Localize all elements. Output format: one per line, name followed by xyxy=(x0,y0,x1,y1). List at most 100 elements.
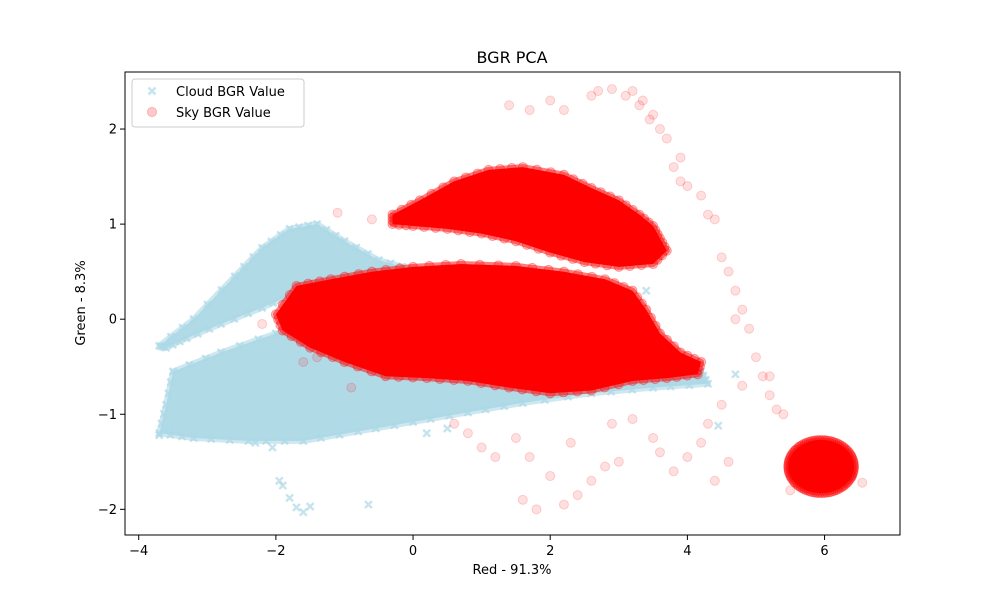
cloud-point xyxy=(250,438,260,448)
sky-edge-point xyxy=(650,225,661,236)
cloud-edge-point xyxy=(205,324,214,334)
sky-edge-point xyxy=(650,374,661,385)
sky-edge-point xyxy=(316,347,327,358)
sky-series xyxy=(257,84,868,515)
sky-edge-point xyxy=(689,353,700,364)
sky-edge-point xyxy=(794,481,805,492)
cloud-edge-point xyxy=(408,417,418,427)
sky-edge-point xyxy=(799,438,810,449)
sky-point xyxy=(298,356,309,367)
sky-edge-point xyxy=(839,479,850,490)
sky-edge-point xyxy=(483,164,494,175)
cloud-edge-point xyxy=(178,323,187,333)
sky-edge-point xyxy=(783,459,794,470)
sky-edge-point xyxy=(832,484,843,495)
sky-edge-point xyxy=(325,274,336,285)
cloud-edge-point xyxy=(249,252,258,262)
sky-point xyxy=(531,504,542,515)
sky-edge-point xyxy=(783,461,794,472)
sky-cluster-main-blob xyxy=(272,261,705,397)
sky-edge-point xyxy=(275,320,286,331)
sky-edge-point xyxy=(803,437,814,448)
sky-edge-point xyxy=(462,375,473,386)
sky-edge-point xyxy=(558,266,569,277)
cloud-edge-point xyxy=(518,398,528,408)
sky-point xyxy=(449,418,460,429)
sky-edge-point xyxy=(810,487,821,498)
sky-point xyxy=(709,214,720,225)
sky-edge-point xyxy=(339,356,350,367)
cloud-edge-point xyxy=(243,308,253,318)
sky-point xyxy=(730,314,741,325)
sky-point xyxy=(627,86,638,97)
sky-edge-point xyxy=(353,269,364,280)
sky-point xyxy=(312,352,323,363)
sky-edge-point xyxy=(394,263,405,274)
sky-edge-point xyxy=(277,299,288,310)
cloud-edge-point xyxy=(363,249,373,259)
legend-sky-label: Sky BGR Value xyxy=(176,106,271,121)
sky-point xyxy=(716,399,727,410)
sky-point xyxy=(637,95,648,106)
sky-edge-point xyxy=(595,187,606,198)
sky-edge-point xyxy=(792,443,803,454)
sky-edge-point xyxy=(464,227,475,238)
sky-point xyxy=(462,428,473,439)
sky-edge-point xyxy=(627,205,638,216)
cloud-point xyxy=(713,421,723,431)
sky-edge-point xyxy=(620,200,631,211)
sky-edge-point xyxy=(366,266,377,277)
y-tick-label: 0 xyxy=(109,313,117,328)
sky-edge-point xyxy=(817,435,828,446)
cloud-edge-point xyxy=(216,348,226,357)
sky-edge-point xyxy=(826,436,837,447)
cloud-edge-point xyxy=(280,436,290,446)
sky-point xyxy=(524,105,535,116)
sky-edge-point xyxy=(408,221,419,232)
sky-edge-point xyxy=(438,182,449,193)
sky-point xyxy=(764,390,775,401)
y-axis-label: Green - 8.3% xyxy=(74,260,89,345)
sky-edge-point xyxy=(460,172,471,183)
sky-edge-point xyxy=(599,382,610,393)
sky-edge-point xyxy=(786,472,797,483)
sky-edge-point xyxy=(838,441,849,452)
sky-point xyxy=(857,477,868,488)
sky-edge-point xyxy=(843,447,854,458)
sky-edge-point xyxy=(797,439,808,450)
sky-edge-point xyxy=(803,486,814,497)
sky-edge-point xyxy=(846,470,857,481)
sky-edge-point xyxy=(846,452,857,463)
sky-edge-point xyxy=(586,385,597,396)
y-axis: −2 −1 0 1 2 xyxy=(98,123,125,518)
cloud-edge-point xyxy=(463,408,473,417)
sky-edge-point xyxy=(799,484,810,495)
sky-edge-point xyxy=(387,212,398,223)
cloud-edge-point xyxy=(168,340,178,350)
sky-edge-point xyxy=(668,341,679,352)
cloud-edge-point xyxy=(699,371,708,381)
cloud-edge-point xyxy=(444,411,454,420)
cloud-edge-point xyxy=(386,259,395,268)
sky-edge-point xyxy=(842,445,853,456)
sky-edge-point xyxy=(785,470,796,481)
sky-point xyxy=(730,285,741,296)
cloud-point xyxy=(305,502,315,511)
sky-edge-point xyxy=(609,278,620,289)
cloud-edge-point xyxy=(189,433,198,443)
sky-edge-point xyxy=(577,178,588,189)
sky-edge-point xyxy=(380,371,391,382)
sky-edge-point xyxy=(387,209,398,220)
sky-point xyxy=(332,207,343,218)
sky-edge-point xyxy=(696,356,707,367)
cloud-edge-point xyxy=(351,243,361,253)
sky-edge-point xyxy=(632,292,643,303)
sky-edge-point xyxy=(558,169,569,180)
sky-point xyxy=(558,499,569,510)
sky-point xyxy=(586,475,597,486)
sky-edge-point xyxy=(295,336,306,347)
sky-edge-point xyxy=(645,312,656,323)
cloud-point xyxy=(422,428,432,438)
sky-edge-point xyxy=(531,386,542,397)
cloud-edge-point xyxy=(217,285,226,295)
